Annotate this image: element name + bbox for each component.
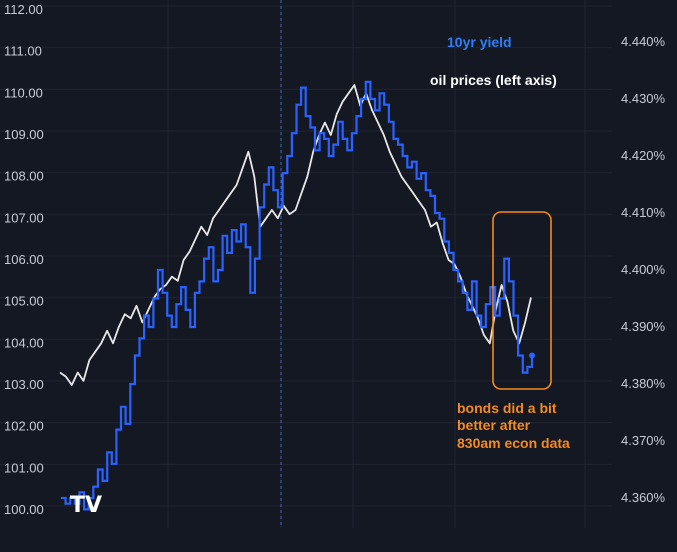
right-axis-ticks: 4.440% 4.430% 4.420% 4.410% 4.400% 4.390% 4.38… [621,34,666,505]
left-axis-tick-label: 100.00 [4,502,44,517]
left-axis-tick-label: 107.00 [4,210,44,225]
annotation-line-1: bonds did a bit [457,400,557,416]
right-axis-tick-label: 4.380% [621,376,666,391]
left-axis-tick-label: 101.00 [4,460,44,475]
left-axis-tick-label: 103.00 [4,377,44,392]
right-axis-tick-label: 4.370% [621,433,666,448]
right-axis-tick-label: 4.410% [621,205,666,220]
left-axis-tick-label: 109.00 [4,127,44,142]
annotation-line-3: 830am econ data [457,435,570,451]
right-axis-tick-label: 4.430% [621,91,666,106]
annotation-line-2: better after [457,417,531,433]
yield-line [61,80,534,511]
left-axis-tick-label: 110.00 [4,85,43,100]
gridlines [0,0,612,528]
tradingview-logo: TV [70,493,102,518]
x-axis-background [0,528,677,552]
yield-last-point [529,352,535,359]
right-axis-tick-label: 4.400% [621,262,666,277]
highlight-box [492,211,552,390]
left-axis-tick-label: 102.00 [4,419,44,434]
left-axis-tick-label: 111.00 [4,44,42,59]
right-axis-tick-label: 4.360% [621,490,666,505]
right-axis-tick-label: 4.440% [621,34,666,49]
left-axis-ticks: 112.00 111.00 110.00 109.00 108.00 107.00 106.… [4,2,44,517]
right-axis-tick-label: 4.390% [621,319,666,334]
left-axis-tick-label: 105.00 [4,294,44,309]
left-axis-tick-label: 104.00 [4,335,44,350]
legend-yield: 10yr yield [447,34,512,50]
right-axis-tick-label: 4.420% [621,148,666,163]
left-axis-tick-label: 108.00 [4,169,44,184]
left-axis-tick-label: 112.00 [4,2,43,17]
legend-oil: oil prices (left axis) [430,72,557,88]
left-axis-tick-label: 106.00 [4,252,44,267]
